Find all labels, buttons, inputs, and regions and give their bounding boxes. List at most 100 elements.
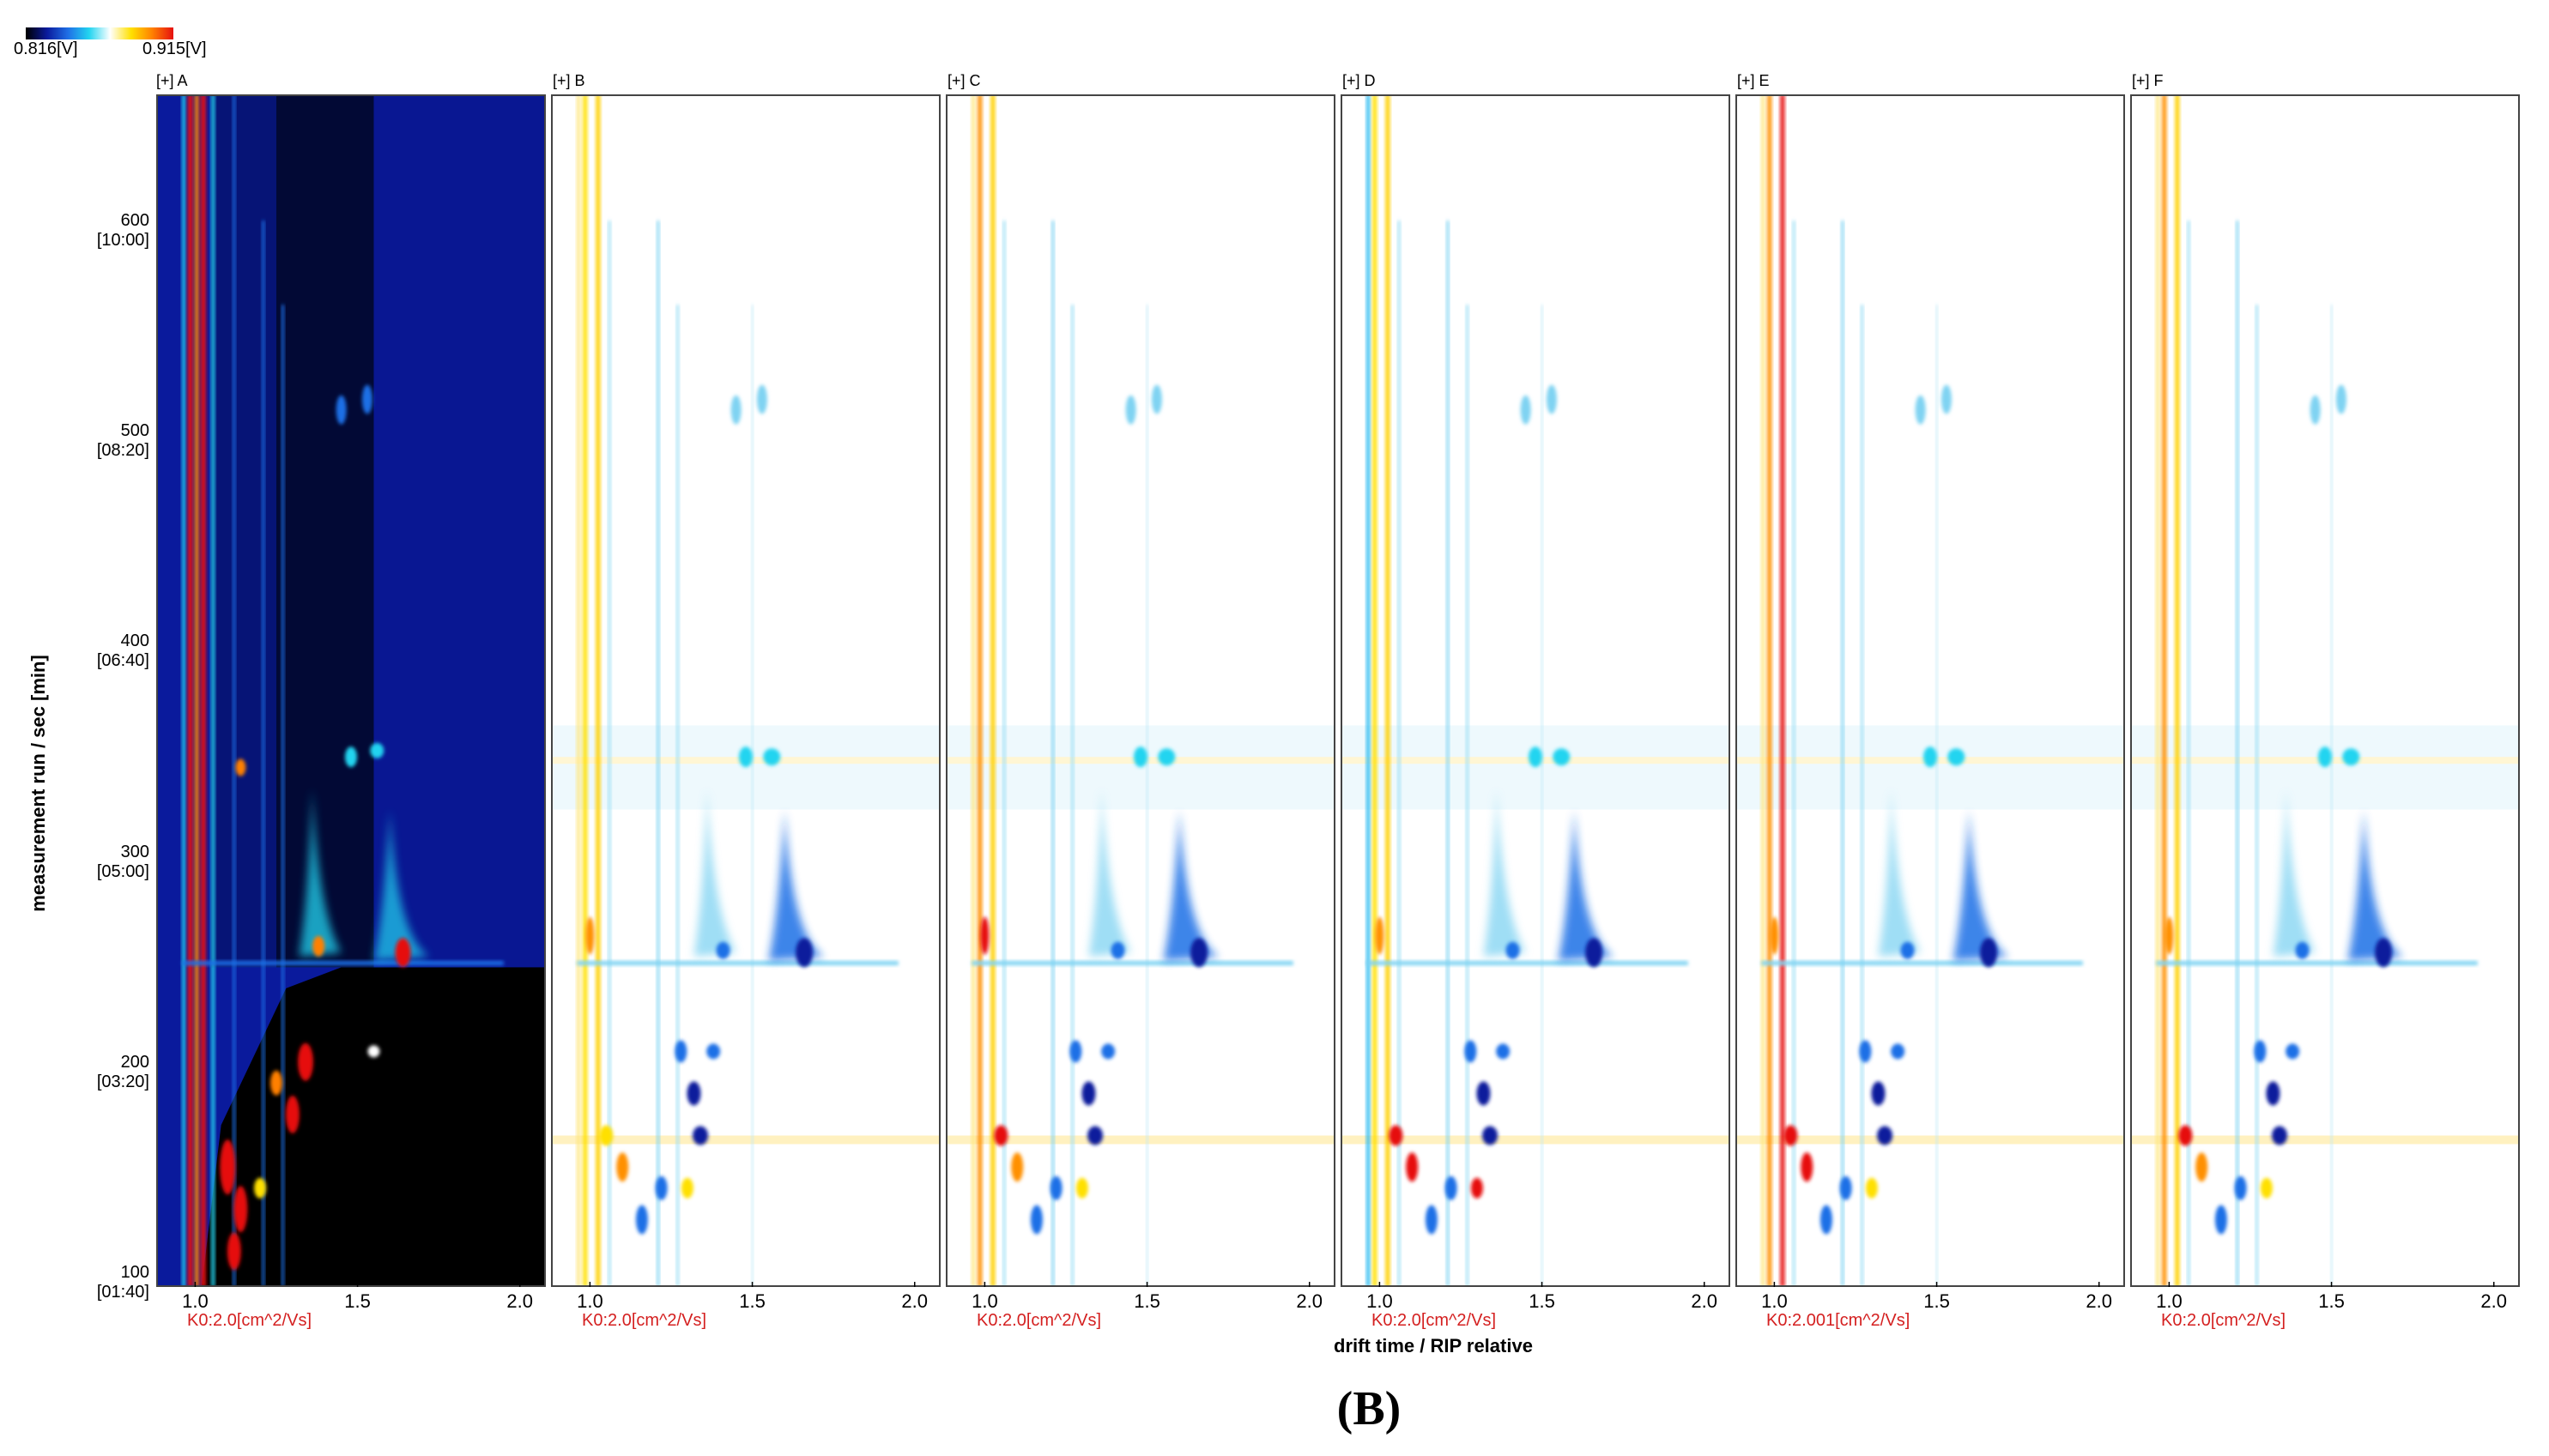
heatmap-streak — [1466, 305, 1469, 1287]
heatmap-shade — [1735, 725, 2125, 810]
x-axis-label: drift time / RIP relative — [1334, 1335, 1533, 1356]
heatmap-peak — [2266, 1081, 2280, 1106]
y-tick-label: 600 — [120, 211, 149, 231]
colorbar-min-label: 0.816[V] — [14, 39, 78, 58]
panel-label-c: [+] C — [948, 72, 981, 89]
heatmap-streak — [211, 94, 215, 1287]
heatmap-peak — [285, 1095, 300, 1133]
heatmap-peak-tail — [1953, 809, 2008, 962]
heatmap-shade — [1341, 725, 1730, 810]
heatmap-background — [1341, 94, 1730, 1287]
colorbar-max-label: 0.915[V] — [142, 39, 207, 58]
heatmap-peak — [2310, 395, 2321, 425]
heatmap-streak — [1767, 94, 1772, 1287]
heatmap-streak — [194, 94, 199, 1287]
heatmap-peak — [1923, 746, 1937, 768]
x-tick-label: 1.0 — [1761, 1290, 1788, 1312]
heatmap-peak — [1891, 1043, 1905, 1060]
heatmap-peak-tail — [2347, 809, 2403, 962]
heatmap-peak — [2295, 941, 2310, 959]
heatmap-peak-tail — [1088, 788, 1131, 958]
x-tick-label: 1.5 — [1923, 1290, 1950, 1312]
x-tick-label: 1.5 — [1134, 1290, 1160, 1312]
heatmap-peak — [361, 384, 372, 414]
heatmap-streak — [262, 221, 265, 1287]
heatmap-peak — [235, 758, 246, 776]
k0-label-b: K0:2.0[cm^2/Vs] — [582, 1311, 706, 1330]
heatmap-peak — [1087, 1126, 1104, 1145]
heatmap-peak — [1030, 1205, 1043, 1235]
heatmap-peak — [2254, 1040, 2267, 1063]
heatmap-peak — [1496, 1043, 1511, 1060]
heatmap-streak — [676, 305, 680, 1287]
figure-caption: (B) — [1336, 1382, 1402, 1435]
heatmap-peak — [2214, 1205, 2227, 1235]
heatmap-peak — [1069, 1040, 1082, 1063]
heatmap-peak — [1585, 938, 1603, 968]
heatmap-peak — [370, 742, 384, 758]
heatmap-streak — [990, 94, 996, 1287]
heatmap-peak — [1819, 1205, 1832, 1235]
heatmap-dark-region — [201, 967, 546, 1287]
heatmap-peak — [298, 1042, 314, 1081]
x-tick-label: 1.0 — [972, 1290, 998, 1312]
heatmap-peak-tail — [768, 809, 824, 962]
heatmap-streak — [233, 94, 236, 1287]
heatmap-peak — [681, 1177, 693, 1199]
heatmap-peak-tail — [299, 788, 342, 958]
heatmap-streak — [2156, 961, 2478, 966]
heatmap-streak — [1761, 961, 2083, 966]
heatmap-peak — [1877, 1126, 1893, 1145]
heatmap-peak — [1839, 1175, 1852, 1200]
heatmap-peak-tail — [1483, 788, 1526, 958]
heatmap-peak — [2178, 1125, 2193, 1146]
heatmap-peak — [1375, 916, 1384, 955]
heatmap-streak — [1397, 221, 1401, 1287]
heatmap-peak — [1389, 1125, 1403, 1146]
y-axis-label: measurement run / sec [min] — [27, 655, 49, 912]
x-tick-label: 2.0 — [1691, 1290, 1718, 1312]
heatmap-streak — [2162, 94, 2167, 1287]
heatmap-shade — [2130, 725, 2520, 810]
heatmap-peak — [1520, 395, 1531, 425]
heatmap-peak — [1125, 395, 1136, 425]
heatmap-background — [946, 94, 1335, 1287]
panel-label-f: [+] F — [2132, 72, 2164, 89]
heatmap-shade — [946, 725, 1335, 810]
heatmap-peak — [1783, 1125, 1798, 1146]
heatmap-peak — [1980, 938, 1998, 968]
heatmap-peak — [1770, 916, 1779, 955]
heatmap-peak — [1470, 1177, 1483, 1199]
heatmap-streak — [1366, 961, 1688, 966]
heatmap-peak — [2165, 916, 2174, 955]
y-tick-label: 200 — [120, 1052, 149, 1072]
heatmap-panel-f — [2130, 94, 2520, 1287]
heatmap-peak — [2234, 1175, 2247, 1200]
heatmap-peak — [1134, 746, 1147, 768]
heatmap-peak — [687, 1081, 701, 1106]
heatmap-band — [2130, 1135, 2520, 1145]
heatmap-background — [2130, 94, 2520, 1287]
heatmap-peak — [1505, 941, 1520, 959]
heatmap-peak — [345, 746, 357, 768]
heatmap-peak — [763, 748, 781, 766]
k0-label-d: K0:2.0[cm^2/Vs] — [1371, 1311, 1496, 1330]
heatmap-streak — [1792, 221, 1795, 1287]
heatmap-peak — [2342, 748, 2360, 766]
heatmap-panel-c — [946, 94, 1335, 1287]
heatmap-streak — [1861, 305, 1864, 1287]
heatmap-peak — [2260, 1177, 2273, 1199]
heatmap-shade — [551, 725, 941, 810]
heatmap-peak — [1111, 941, 1125, 959]
heatmap-peak — [220, 1139, 236, 1195]
heatmap-streak — [182, 961, 504, 966]
heatmap-peak — [254, 1177, 267, 1199]
y-tick-label: 500 — [120, 421, 149, 441]
heatmap-background — [1735, 94, 2125, 1287]
heatmap-peak — [1464, 1040, 1477, 1063]
heatmap-streak — [282, 305, 285, 1287]
y-tick-label: 300 — [120, 842, 149, 861]
heatmap-streak — [577, 94, 581, 1287]
heatmap-peak — [1158, 748, 1176, 766]
